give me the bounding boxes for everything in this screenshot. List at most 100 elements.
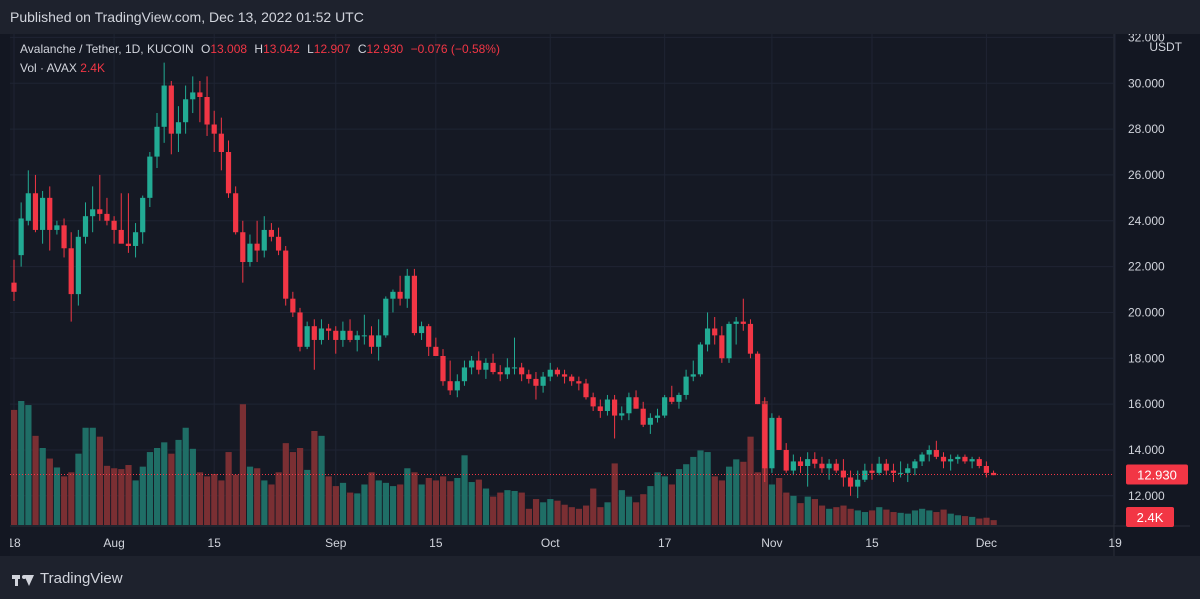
candle-body <box>118 229 124 244</box>
volume-bar <box>847 508 854 525</box>
candle-body <box>225 152 232 194</box>
volume-bar <box>661 476 668 525</box>
candle-body <box>397 291 403 299</box>
candle-body <box>597 406 603 411</box>
legend-high-label: H <box>254 42 264 56</box>
candle-body <box>561 374 568 377</box>
candle-body <box>197 92 203 98</box>
candle-body <box>318 328 325 340</box>
volume-bar <box>575 508 583 525</box>
volume-bar <box>354 493 361 525</box>
volume-bar <box>654 472 661 525</box>
candle-body <box>569 376 575 382</box>
candle-body <box>690 374 696 377</box>
candle-body <box>433 346 439 356</box>
candle-body <box>275 236 282 251</box>
volume-bar <box>39 448 46 525</box>
volume-bar <box>611 463 618 525</box>
candle-body <box>311 326 317 340</box>
candle-body <box>40 197 46 230</box>
legend-close-value: 12.930 <box>366 42 404 56</box>
y-tick-label: 12.000 <box>1128 489 1165 503</box>
candle-body <box>361 335 367 337</box>
volume-bar <box>68 472 75 525</box>
candle-body <box>354 335 360 340</box>
candle-body <box>240 232 246 263</box>
volume-bar <box>254 468 261 525</box>
candle-body <box>976 459 982 466</box>
candle-body <box>726 323 732 359</box>
volume-bar <box>225 452 232 525</box>
legend-close-label: C <box>357 42 367 56</box>
candle-body <box>576 381 582 384</box>
volume-bar <box>961 516 969 525</box>
candle-body <box>111 220 117 230</box>
volume-bar <box>983 517 990 525</box>
volume-bar <box>804 496 811 525</box>
volume-bar <box>304 469 311 525</box>
price-chart[interactable]: 12.000 14.000 16.000 18.000 20.000 22.000 24.0… <box>10 34 1190 556</box>
candle-body <box>254 243 260 251</box>
volume-bar <box>733 459 740 525</box>
candle-body <box>862 470 868 480</box>
volume-bar <box>261 480 268 525</box>
volume-bar <box>690 456 697 525</box>
legend-change: −0.076 (−0.58%) <box>410 42 500 56</box>
legend-open-label: O <box>201 42 211 56</box>
candle-body <box>983 465 989 473</box>
y-tick-label: 24.000 <box>1128 214 1165 228</box>
volume-bar <box>246 466 254 525</box>
candle-body <box>883 463 889 471</box>
candle-body <box>411 275 417 334</box>
candle-body <box>154 126 160 157</box>
candle-body <box>97 209 103 214</box>
volume-bar <box>854 510 861 525</box>
volume-bar <box>554 500 561 525</box>
candle-body <box>683 376 689 395</box>
candle-body <box>54 225 60 230</box>
volume-bar <box>411 472 418 525</box>
volume-bar <box>940 509 947 525</box>
candle-body <box>647 417 653 425</box>
candle-body <box>990 472 997 476</box>
volume-bar <box>540 502 547 525</box>
candle-body <box>461 367 468 382</box>
candle-body <box>869 470 875 473</box>
volume-bar <box>211 473 218 525</box>
tradingview-brand[interactable]: TradingView <box>12 570 123 587</box>
y-tick-label: 16.000 <box>1128 397 1165 411</box>
volume-bar <box>397 484 404 525</box>
volume-bar <box>297 448 304 525</box>
volume-bar <box>289 452 297 525</box>
candle-body <box>662 397 668 416</box>
volume-bar <box>82 427 89 525</box>
volume-bar <box>826 508 833 525</box>
volume-bar <box>325 476 332 525</box>
volume-bar <box>89 427 96 525</box>
legend-volume-value: 2.4K <box>80 61 105 75</box>
candle-body <box>633 397 639 409</box>
candle-body <box>819 463 825 469</box>
candle-body <box>612 399 618 416</box>
legend-volume-label[interactable]: Vol · AVAX <box>20 61 77 75</box>
candle-body <box>583 383 589 398</box>
volume-bar <box>61 476 68 525</box>
volume-bar <box>154 448 161 525</box>
candle-body <box>948 459 954 462</box>
candle-body <box>90 209 96 217</box>
price-axis-unit[interactable]: USDT <box>1149 40 1182 54</box>
candle-body <box>326 328 332 331</box>
volume-bar <box>911 510 919 525</box>
volume-bar <box>161 442 168 525</box>
candle-body <box>368 335 375 347</box>
candle-body <box>11 282 17 292</box>
candle-body <box>497 372 503 375</box>
volume-bar <box>668 484 675 525</box>
y-tick-label: 20.000 <box>1128 305 1165 319</box>
volume-bar <box>11 409 18 525</box>
legend-symbol[interactable]: Avalanche / Tether, 1D, KUCOIN <box>20 42 194 56</box>
candle-body <box>333 330 339 340</box>
candle-body <box>855 479 861 487</box>
volume-bar <box>532 499 540 525</box>
volume-bar <box>490 496 497 525</box>
